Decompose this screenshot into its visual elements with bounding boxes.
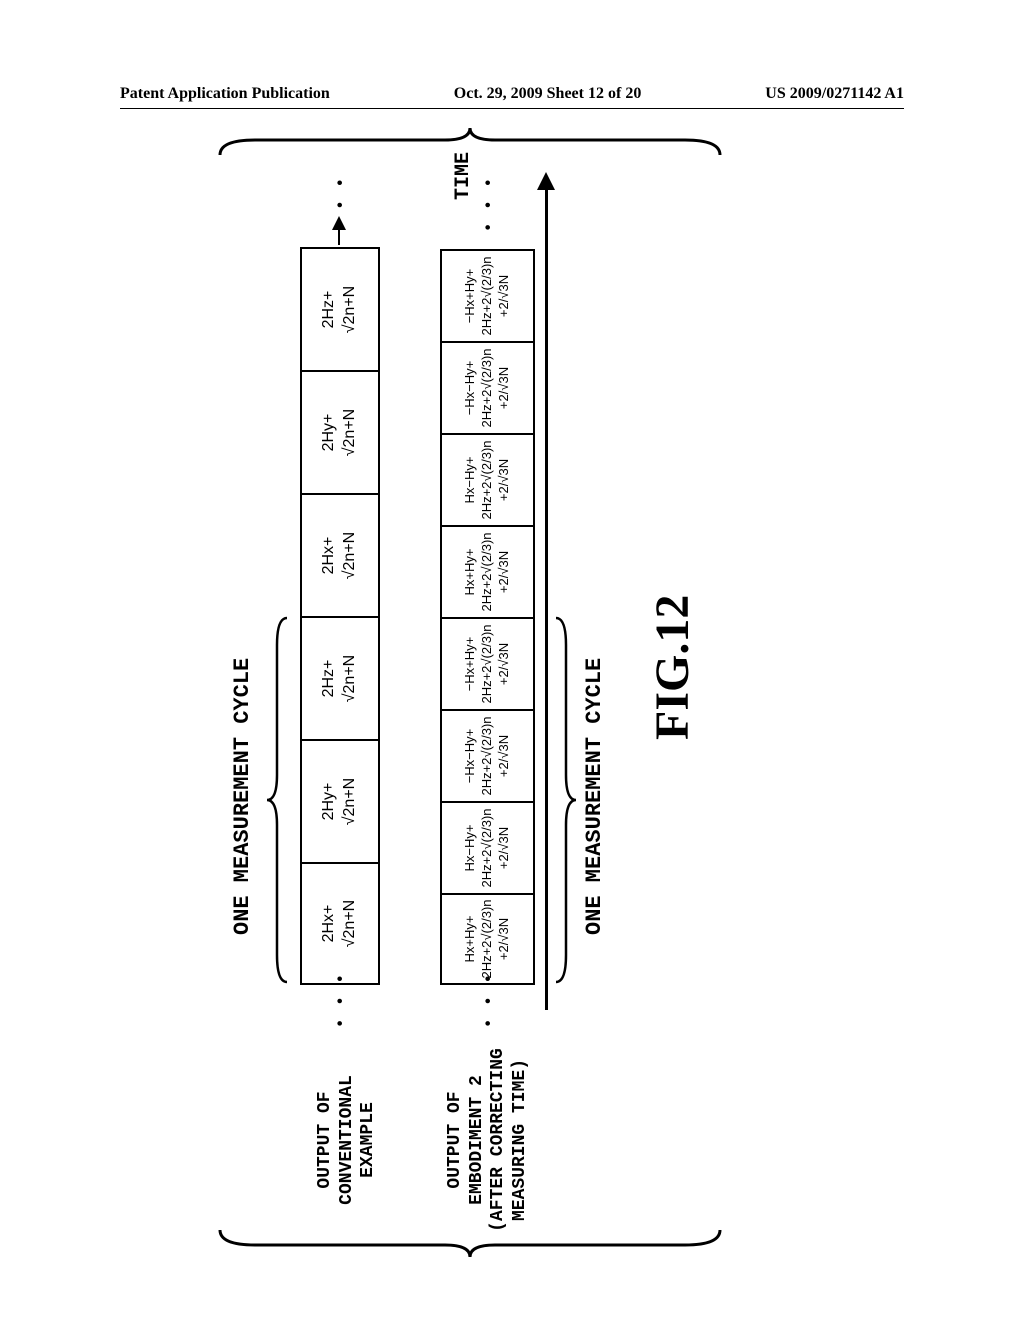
time-axis-line	[545, 180, 548, 1010]
emb-cell-5: Hx−Hy+ 2Hz+2√(2/3)n +2/√3N	[440, 433, 535, 525]
header-right: US 2009/0271142 A1	[765, 85, 904, 103]
top-brace	[265, 615, 290, 985]
emb-cell-1: Hx−Hy+ 2Hz+2√(2/3)n +2/√3N	[440, 801, 535, 893]
figure-container: ONE MEASUREMENT CYCLE OUTPUT OF CONVENTI…	[130, 170, 930, 1220]
bottom-brace	[553, 615, 578, 985]
header-center: Oct. 29, 2009 Sheet 12 of 20	[454, 85, 642, 103]
page-header: Patent Application Publication Oct. 29, …	[0, 85, 1024, 103]
emb-cell-0: Hx+Hy+ 2Hz+2√(2/3)n +2/√3N	[440, 893, 535, 985]
emb-cell-2: −Hx−Hy+ 2Hz+2√(2/3)n +2/√3N	[440, 709, 535, 801]
time-axis-arrowhead	[537, 172, 555, 190]
emb-cell-7: −Hx+Hy+ 2Hz+2√(2/3)n +2/√3N	[440, 249, 535, 341]
conventional-output-label: OUTPUT OF CONVENTIONAL EXAMPLE	[315, 1045, 380, 1235]
ellipsis: · · ·	[473, 175, 505, 232]
embodiment-row: Hx+Hy+ 2Hz+2√(2/3)n +2/√3N Hx−Hy+ 2Hz+2√…	[440, 249, 535, 985]
cycle-label-bottom: ONE MEASUREMENT CYCLE	[582, 658, 607, 935]
conv-cell-4: 2Hy+ √2n+N	[300, 370, 380, 493]
header-left: Patent Application Publication	[120, 85, 330, 103]
conv-cell-5: 2Hz+ √2n+N	[300, 247, 380, 370]
emb-cell-3: −Hx+Hy+ 2Hz+2√(2/3)n +2/√3N	[440, 617, 535, 709]
header-rule	[120, 108, 904, 109]
conventional-row: 2Hx+ √2n+N 2Hy+ √2n+N 2Hz+ √2n+N 2Hx+ √2…	[300, 247, 380, 985]
embodiment-output-label: OUTPUT OF EMBODIMENT 2 (AFTER CORRECTING…	[445, 1045, 531, 1235]
cycle-label-top: ONE MEASUREMENT CYCLE	[230, 658, 255, 935]
emb-cell-6: −Hx−Hy+ 2Hz+2√(2/3)n +2/√3N	[440, 341, 535, 433]
time-axis-label: TIME	[452, 152, 475, 200]
conv-cell-2: 2Hz+ √2n+N	[300, 616, 380, 739]
figure-number-label: FIG.12	[645, 595, 700, 740]
conv-cell-1: 2Hy+ √2n+N	[300, 739, 380, 862]
row1-axis-arrow	[332, 216, 346, 230]
rotated-figure: ONE MEASUREMENT CYCLE OUTPUT OF CONVENTI…	[220, 140, 820, 1240]
conv-cell-0: 2Hx+ √2n+N	[300, 862, 380, 985]
emb-cell-4: Hx+Hy+ 2Hz+2√(2/3)n +2/√3N	[440, 525, 535, 617]
conv-cell-3: 2Hx+ √2n+N	[300, 493, 380, 616]
